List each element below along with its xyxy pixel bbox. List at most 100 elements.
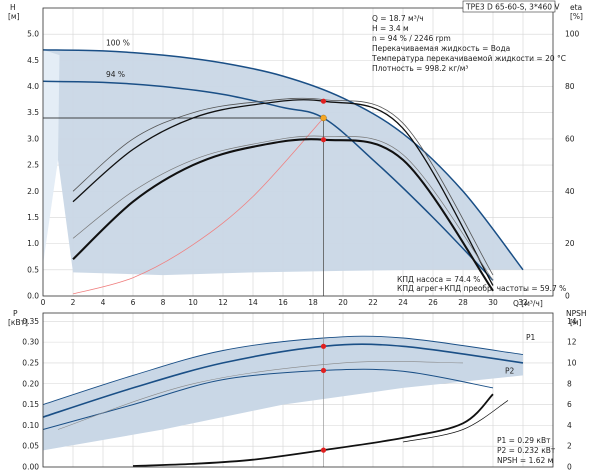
qh-ticks: 0 2 4 6 8 10 12 14 16 18 20 22 24 26 28 30 320.00.51.01.… — [27, 30, 579, 307]
operating-point-info: Q = 18.7 м³/чH = 3.4 мn = 94 % / 2246 rp… — [371, 14, 566, 73]
qh-curves: 100 % 94 % — [42, 39, 524, 296]
power-frame — [42, 312, 554, 468]
qh-y2-tick-label: 0 — [565, 292, 570, 301]
curve-label-p1: P1 — [526, 333, 536, 342]
qh-x-tick-label: 16 — [278, 298, 288, 307]
qh-x-tick-label: 30 — [488, 298, 498, 307]
qh-y2-tick-label: 80 — [565, 82, 575, 91]
eta-axis-unit: [%] — [570, 12, 583, 21]
qh-series-system — [72, 117, 324, 295]
h-axis-unit: [м] — [8, 12, 20, 21]
power-y-tick-label: 0.25 — [22, 358, 39, 367]
power-y2-tick-label: 0 — [567, 463, 572, 472]
qh-x-tick-label: 20 — [338, 298, 348, 307]
operating-point-info-line: Плотность = 998.2 кг/м³ — [372, 64, 468, 73]
qh-x-tick-label: 14 — [248, 298, 258, 307]
power-series-npsh-thin — [402, 400, 509, 443]
operating-point-info-line: Температура перекачиваемой жидкости = 20… — [371, 54, 566, 63]
qh-y-tick-label: 2.5 — [27, 161, 39, 170]
power-envelope — [43, 336, 523, 451]
power-y2-tick-label: 14 — [567, 317, 577, 326]
qh-x-tick-label: 12 — [218, 298, 228, 307]
qh-series-head — [42, 49, 524, 271]
eta-axis-title: eta — [570, 3, 582, 12]
qh-y2-tick-label: 100 — [565, 30, 580, 39]
p-axis-unit: [кВт] — [8, 318, 28, 327]
efficiency-info-line: КПД агрег+КПД преобр. частоты = 59.7 % — [397, 284, 566, 293]
qh-x-tick-label: 18 — [308, 298, 318, 307]
qh-x-tick-label: 10 — [188, 298, 198, 307]
qh-envelope — [43, 49, 523, 276]
operating-point-info-line: Перекачиваемая жидкость = Вода — [372, 44, 510, 53]
power-series-p1_envelope — [42, 335, 524, 406]
qh-y2-tick-label: 40 — [565, 187, 575, 196]
operating-point-info-line: Q = 18.7 м³/ч — [372, 14, 424, 23]
qh-x-tick-label: 28 — [458, 298, 468, 307]
power-y2-tick-label: 2 — [567, 442, 572, 451]
qh-y-tick-label: 1.0 — [27, 239, 39, 248]
power-operating-envelope — [43, 336, 523, 451]
op-eta-total-marker — [320, 137, 327, 143]
power-info-line: P2 = 0.232 кВт — [497, 446, 556, 455]
op-npsh-marker — [320, 447, 327, 453]
model-label: TPE3 D 65-60-S, 3*460 V — [465, 3, 560, 12]
curve-label-100: 100 % — [106, 39, 130, 48]
qh-series-eta_total_94 — [72, 138, 494, 292]
qh-y-tick-label: 1.5 — [27, 213, 39, 222]
op-point-marker — [320, 114, 327, 122]
qh-series-eta_pump_100 — [72, 97, 494, 276]
operating-point-info-line: H = 3.4 м — [372, 24, 409, 33]
qh-operating-envelope — [43, 49, 523, 276]
op-eta-pump-marker — [320, 98, 327, 104]
power-y2-tick-label: 12 — [567, 338, 577, 347]
power-ticks: 0.00 0.05 0.10 0.15 0.20 0.25 0.30 0.35 0 2 4 6 8 10 1… — [22, 317, 576, 472]
qh-x-tick-label: 8 — [161, 298, 166, 307]
qh-y-tick-label: 5.0 — [27, 30, 39, 39]
power-y-tick-label: 0.20 — [22, 379, 39, 388]
qh-x-tick-label: 24 — [398, 298, 408, 307]
power-curves: P1 P2 — [42, 313, 536, 467]
npsh-axis-title: NPSH — [566, 309, 587, 318]
qh-frame — [42, 7, 554, 297]
power-y2-tick-label: 10 — [567, 358, 577, 367]
qh-x-tick-label: 2 — [71, 298, 76, 307]
power-y-tick-label: 0.35 — [22, 317, 39, 326]
qh-y-tick-label: 3.5 — [27, 108, 39, 117]
qh-y2-tick-label: 20 — [565, 239, 575, 248]
power-series-p2 — [42, 368, 494, 430]
power-y-tick-label: 0.15 — [22, 400, 39, 409]
power-y-tick-label: 0.00 — [22, 463, 39, 472]
power-y2-tick-label: 8 — [567, 379, 572, 388]
qh-y-tick-label: 4.0 — [27, 82, 39, 91]
power-y-tick-label: 0.05 — [22, 442, 39, 451]
power-series-p1 — [42, 343, 524, 418]
operating-point-info-line: n = 94 % / 2246 rpm — [372, 34, 451, 43]
qh-y-tick-label: 2.0 — [27, 187, 39, 196]
qh-x-tick-label: 26 — [428, 298, 438, 307]
model-box — [462, 0, 556, 13]
efficiency-info: КПД насоса = 74.4 %КПД агрег+КПД преобр.… — [397, 275, 566, 293]
power-series-thin-a — [57, 361, 464, 430]
qh-x-tick-label: 0 — [41, 298, 46, 307]
curve-label-94: 94 % — [106, 70, 125, 79]
qh-y-tick-label: 0.0 — [27, 292, 39, 301]
power-y-tick-label: 0.30 — [22, 338, 39, 347]
qh-y-tick-label: 4.5 — [27, 56, 39, 65]
op-p2-marker — [320, 367, 327, 374]
qh-series-eta_pump_94 — [72, 99, 494, 286]
qh-y-tick-label: 3.0 — [27, 134, 39, 143]
qh-x-tick-label: 22 — [368, 298, 378, 307]
qh-series-eta_total_100 — [72, 135, 494, 281]
qh-y-tick-label: 0.5 — [27, 265, 39, 274]
op-p1-marker — [320, 343, 327, 349]
power-y2-tick-label: 4 — [567, 421, 572, 430]
p-axis-title: P — [13, 309, 18, 318]
curve-label-p2: P2 — [505, 366, 515, 375]
qh-envelope-light-region — [43, 49, 60, 265]
qh-x-tick-label: 4 — [101, 298, 106, 307]
qh-x-tick-label: 32 — [518, 298, 528, 307]
npsh-axis-unit: [м] — [570, 318, 582, 327]
qh-x-tick-label: 6 — [131, 298, 136, 307]
